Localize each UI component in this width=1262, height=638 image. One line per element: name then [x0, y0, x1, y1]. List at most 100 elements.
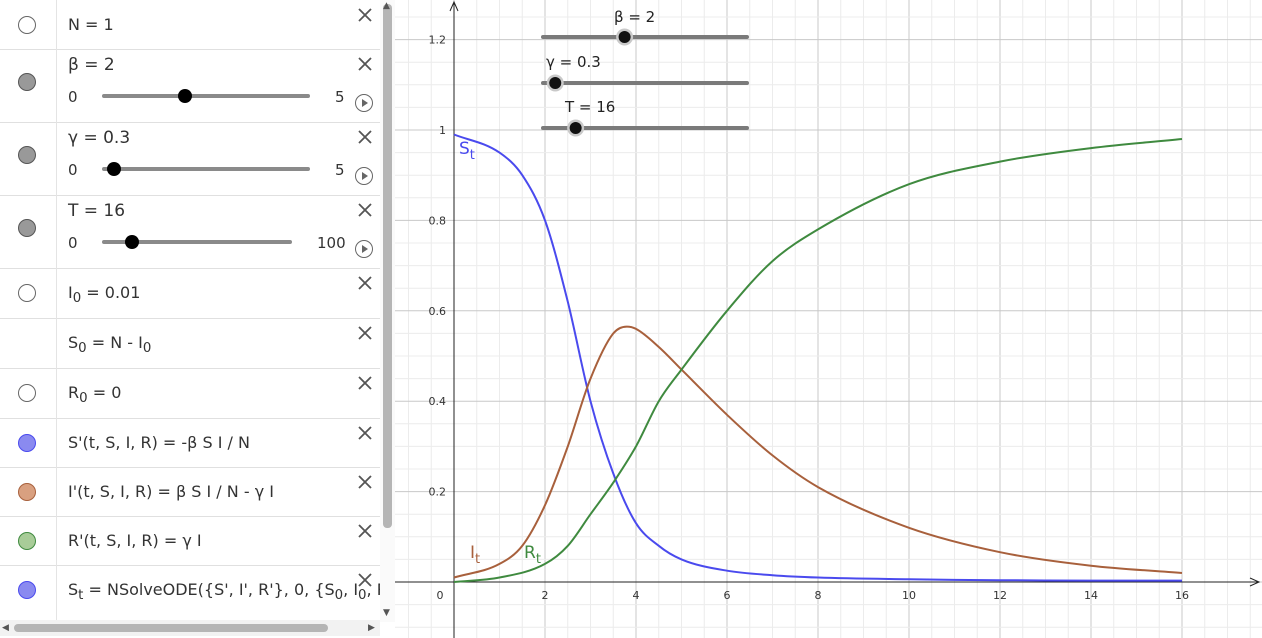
visibility-toggle[interactable] — [18, 146, 36, 164]
algebra-expression[interactable]: R0 = 0 — [68, 383, 122, 407]
x-tick-label: 4 — [633, 589, 640, 602]
algebra-expression[interactable]: St = NSolveODE({S', I', R'}, 0, {S0, I0,… — [68, 580, 380, 604]
algebra-expression[interactable]: γ = 0.3 — [68, 128, 131, 148]
algebra-row[interactable]: I'(t, S, I, R) = β S I / N - γ I — [0, 467, 380, 517]
y-tick-label: 1.2 — [429, 34, 447, 47]
play-animation-button[interactable] — [355, 94, 373, 112]
horizontal-scroll-thumb[interactable] — [14, 624, 328, 632]
play-animation-button[interactable] — [355, 167, 373, 185]
x-tick-label: 0 — [437, 589, 444, 602]
algebra-expression[interactable]: β = 2 — [68, 55, 115, 75]
algebra-row[interactable]: R'(t, S, I, R) = γ I — [0, 516, 380, 566]
t-slider-knob[interactable] — [569, 122, 582, 134]
visibility-toggle[interactable] — [18, 73, 36, 91]
vertical-scroll-thumb[interactable] — [383, 4, 392, 528]
beta-slider-label: β = 2 — [614, 8, 655, 26]
marble-column — [0, 318, 57, 368]
gamma-slider-label: γ = 0.3 — [546, 53, 601, 71]
algebra-row[interactable]: R0 = 0 — [0, 368, 380, 419]
slider-knob[interactable] — [178, 89, 193, 103]
slider-track[interactable] — [102, 235, 292, 249]
delete-icon[interactable] — [357, 56, 373, 72]
susceptible-curve[interactable] — [453, 133, 1182, 582]
y-tick-label: 0.2 — [429, 486, 447, 499]
play-animation-button[interactable] — [355, 240, 373, 258]
slider-max-label: 5 — [335, 161, 345, 179]
marble-column — [0, 268, 57, 318]
x-tick-label: 8 — [815, 589, 822, 602]
delete-icon[interactable] — [357, 275, 373, 291]
delete-icon[interactable] — [357, 375, 373, 391]
algebra-expression[interactable]: R'(t, S, I, R) = γ I — [68, 531, 202, 550]
algebra-row[interactable]: T = 16 0 100 — [0, 195, 380, 269]
delete-icon[interactable] — [357, 572, 373, 588]
algebra-row[interactable]: γ = 0.3 0 5 — [0, 122, 380, 196]
recovered-curve[interactable] — [453, 138, 1183, 583]
scroll-left-arrow-icon[interactable]: ◀ — [2, 623, 9, 633]
marble-column — [0, 418, 57, 467]
algebra-row[interactable]: β = 2 0 5 — [0, 49, 380, 123]
x-tick-label: 2 — [542, 589, 549, 602]
marble-column — [0, 516, 57, 565]
visibility-toggle[interactable] — [18, 219, 36, 237]
scroll-down-arrow-icon[interactable]: ▼ — [383, 608, 390, 618]
visibility-toggle[interactable] — [18, 483, 36, 501]
algebra-row[interactable]: St = NSolveODE({S', I', R'}, 0, {S0, I0,… — [0, 565, 380, 623]
marble-column — [0, 122, 57, 195]
algebra-row[interactable]: I0 = 0.01 — [0, 268, 380, 319]
infected-curve[interactable] — [453, 325, 1183, 579]
algebra-expression[interactable]: I0 = 0.01 — [68, 283, 141, 307]
marble-column — [0, 49, 57, 122]
slider-max-label: 100 — [317, 234, 346, 252]
slider-max-label: 5 — [335, 88, 345, 106]
algebra-expression[interactable]: S'(t, S, I, R) = -β S I / N — [68, 433, 250, 452]
slider-knob[interactable] — [107, 162, 122, 176]
slider-min-label: 0 — [68, 234, 78, 252]
delete-icon[interactable] — [357, 7, 373, 23]
marble-column — [0, 195, 57, 268]
visibility-toggle[interactable] — [18, 532, 36, 550]
delete-icon[interactable] — [357, 523, 373, 539]
delete-icon[interactable] — [357, 425, 373, 441]
marble-column — [0, 368, 57, 418]
visibility-toggle[interactable] — [18, 284, 36, 302]
algebra-row[interactable]: N = 1 — [0, 0, 380, 50]
algebra-expression[interactable]: T = 16 — [68, 201, 126, 221]
delete-icon[interactable] — [357, 325, 373, 341]
algebra-view: N = 1 β = 2 0 5 γ = 0.3 0 5 T = 16 0 100 I0 = 0.01… — [0, 0, 395, 638]
visibility-toggle[interactable] — [18, 16, 36, 34]
scroll-right-arrow-icon[interactable]: ▶ — [368, 623, 375, 633]
delete-icon[interactable] — [357, 202, 373, 218]
i-curve-label[interactable]: It — [470, 543, 480, 567]
visibility-toggle[interactable] — [18, 384, 36, 402]
visibility-toggle[interactable] — [18, 581, 36, 599]
x-tick-label: 10 — [902, 589, 916, 602]
algebra-expression[interactable]: S0 = N - I0 — [68, 333, 152, 357]
y-tick-label: 0.8 — [429, 214, 447, 227]
algebra-row[interactable]: S'(t, S, I, R) = -β S I / N — [0, 418, 380, 468]
graphics-canvas[interactable]: 0 2 4 6 8 10 12 14 16 0.2 0.4 0.6 0.8 1 1.2 St It Rt β = 2… — [395, 0, 1262, 638]
marble-column — [0, 565, 57, 622]
x-tick-label: 12 — [993, 589, 1007, 602]
s-curve-label[interactable]: St — [459, 139, 475, 163]
slider-track[interactable] — [102, 89, 310, 103]
marble-column — [0, 467, 57, 516]
visibility-toggle[interactable] — [18, 434, 36, 452]
x-tick-label: 16 — [1175, 589, 1189, 602]
y-tick-label: 0.6 — [429, 305, 447, 318]
delete-icon[interactable] — [357, 474, 373, 490]
beta-slider-knob[interactable] — [618, 31, 631, 43]
x-tick-label: 6 — [724, 589, 731, 602]
algebra-expression[interactable]: I'(t, S, I, R) = β S I / N - γ I — [68, 482, 274, 501]
slider-min-label: 0 — [68, 88, 78, 106]
graphics-view[interactable]: 0 2 4 6 8 10 12 14 16 0.2 0.4 0.6 0.8 1 1.2 St It Rt β = 2… — [395, 0, 1262, 638]
algebra-row[interactable]: S0 = N - I0 — [0, 318, 380, 369]
slider-knob[interactable] — [125, 235, 140, 249]
r-curve-label[interactable]: Rt — [524, 543, 541, 567]
gamma-slider-knob[interactable] — [549, 77, 562, 89]
algebra-expression[interactable]: N = 1 — [68, 15, 114, 34]
slider-track[interactable] — [102, 162, 310, 176]
scroll-up-arrow-icon[interactable]: ▲ — [383, 1, 390, 11]
y-tick-label: 1 — [439, 124, 446, 137]
delete-icon[interactable] — [357, 129, 373, 145]
